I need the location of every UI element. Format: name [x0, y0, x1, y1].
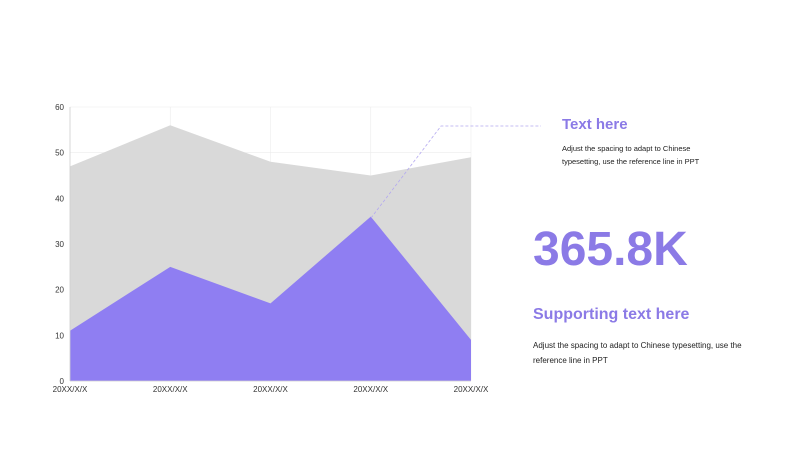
supporting-title: Supporting text here	[533, 306, 690, 323]
y-tick-label: 40	[55, 194, 64, 203]
y-tick-label: 50	[55, 149, 64, 158]
axes	[69, 107, 471, 382]
tick-labels: 0 10 20 30 40 50 60 20XX/X/X 20XX/X/X 20XX/X/X 20X…	[53, 103, 489, 394]
callout-title: Text here	[562, 116, 628, 133]
callout-body: Adjust the spacing to adapt to Chinese t…	[562, 144, 700, 166]
y-tick-label: 30	[55, 240, 64, 249]
y-tick-label: 10	[55, 331, 64, 340]
x-tick-label: 20XX/X/X	[353, 385, 388, 394]
area-series-2	[70, 216, 471, 381]
y-tick-label: 60	[55, 103, 64, 112]
x-tick-label: 20XX/X/X	[53, 385, 88, 394]
x-tick-label: 20XX/X/X	[454, 385, 489, 394]
x-tick-label: 20XX/X/X	[253, 385, 288, 394]
area-series-layer	[70, 125, 471, 382]
x-tick-label: 20XX/X/X	[153, 385, 188, 394]
supporting-body: Adjust the spacing to adapt to Chinese t…	[533, 341, 742, 365]
y-tick-label: 20	[55, 286, 64, 295]
kpi-value: 365.8K	[533, 223, 688, 276]
callout-leader-line	[370, 125, 541, 219]
y-tick-label: 0	[60, 377, 65, 386]
